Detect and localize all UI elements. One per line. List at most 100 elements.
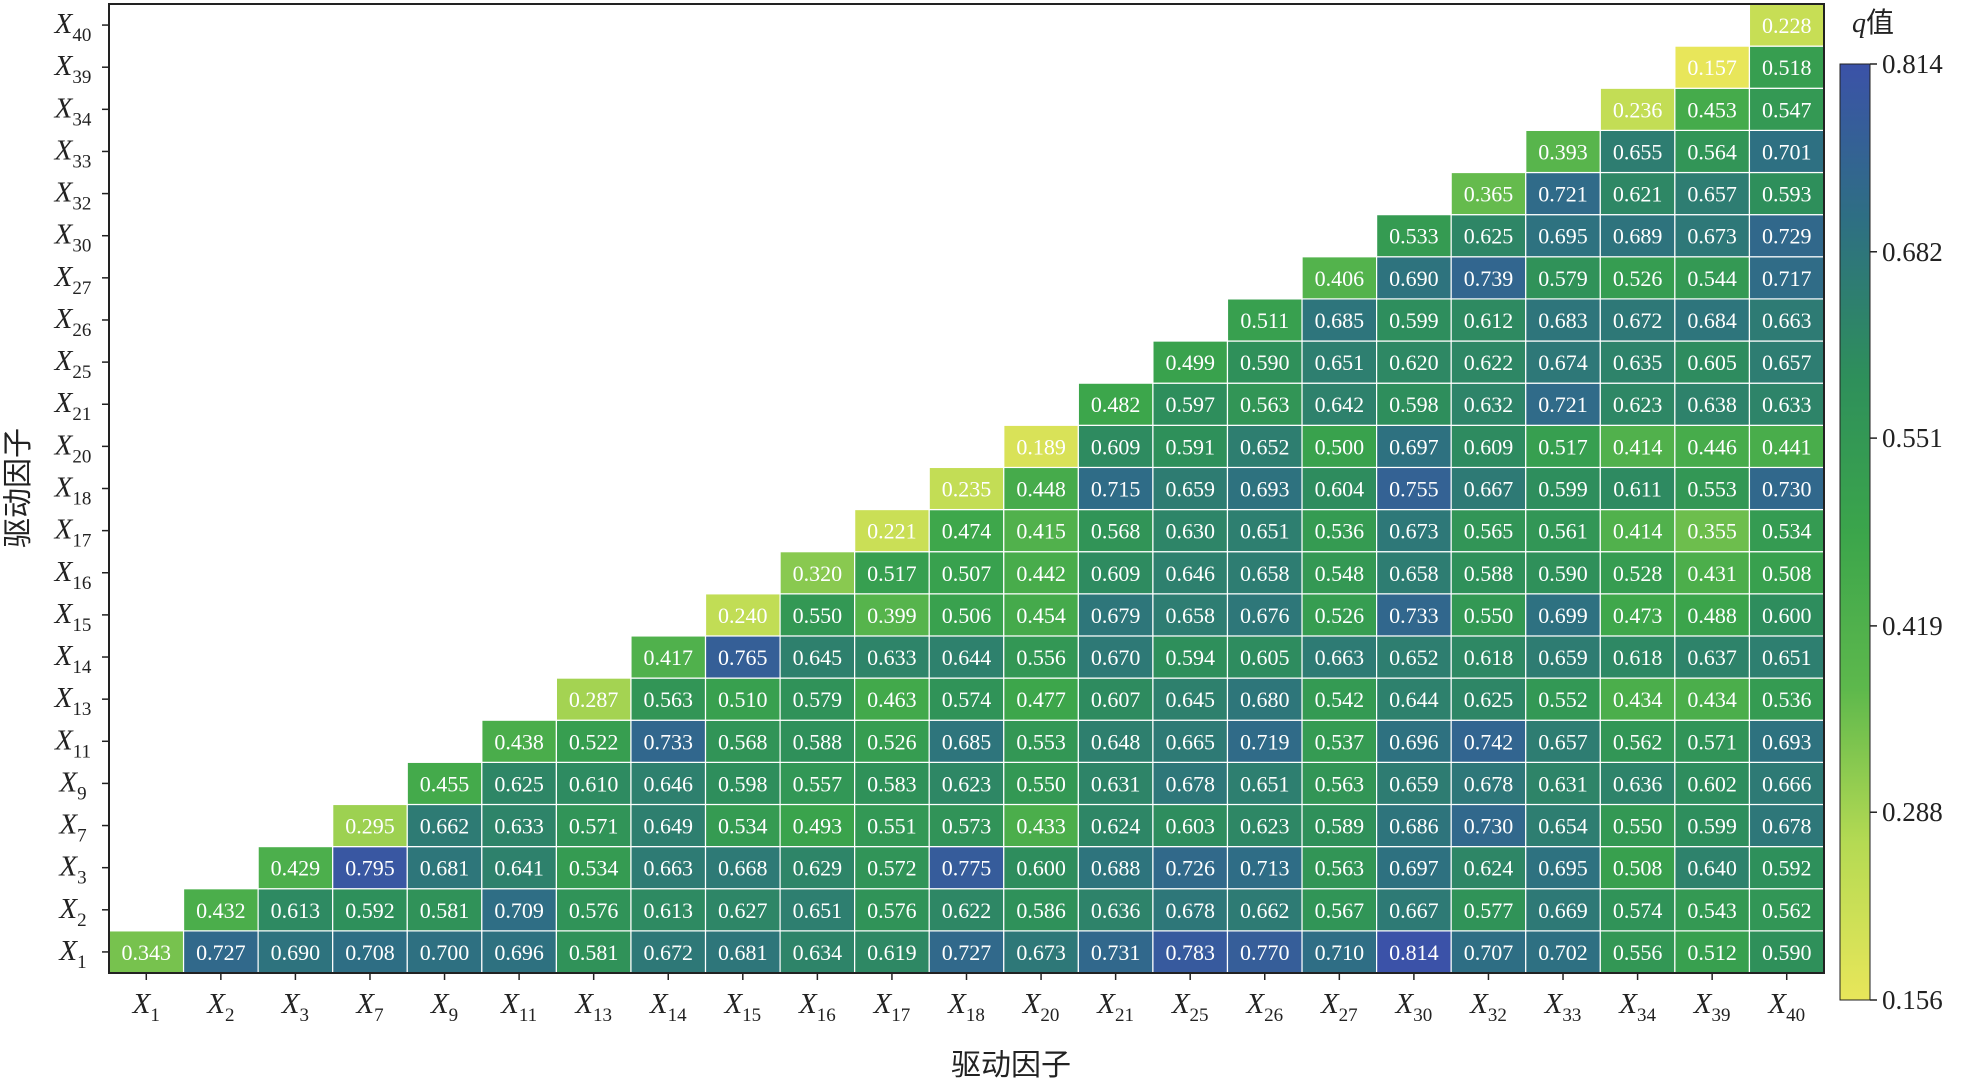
heatmap-cell — [1003, 593, 1079, 637]
cell-value-label: 0.708 — [345, 940, 395, 965]
x-tick-label: X27 — [1320, 988, 1358, 1026]
cell-value-label: 0.455 — [420, 771, 470, 796]
heatmap-cell — [1376, 803, 1452, 848]
cell-value-label: 0.603 — [1165, 814, 1215, 839]
heatmap-cell — [1077, 382, 1154, 426]
cell-value-label: 0.581 — [420, 898, 470, 923]
colorbar-tick-label: 0.814 — [1882, 49, 1943, 79]
cell-value-label: 0.441 — [1762, 434, 1812, 459]
cell-value-label: 0.645 — [1165, 687, 1215, 712]
y-tick-label: X9 — [58, 766, 86, 804]
heatmap-cell — [1599, 803, 1676, 848]
cell-value-label: 0.623 — [1240, 814, 1290, 839]
heatmap-cell — [1674, 340, 1751, 384]
cell-value-label: 0.622 — [942, 898, 992, 923]
heatmap-cell — [481, 930, 557, 974]
cell-value-label: 0.625 — [1464, 687, 1514, 712]
cell-value-label: 0.551 — [867, 814, 917, 839]
cell-value-label: 0.607 — [1091, 687, 1141, 712]
cell-value-label: 0.434 — [1687, 687, 1737, 712]
y-tick-label: X1 — [58, 935, 86, 973]
cell-value-label: 0.568 — [1091, 519, 1141, 544]
heatmap-cell — [1450, 466, 1527, 511]
heatmap-cell — [1301, 340, 1378, 384]
cell-value-label: 0.590 — [1240, 350, 1290, 375]
cell-value-label: 0.713 — [1240, 856, 1290, 881]
heatmap-cell — [1450, 214, 1527, 258]
cell-value-label: 0.576 — [569, 898, 619, 923]
cell-value-label: 0.393 — [1538, 139, 1588, 164]
x-tick-label: X9 — [430, 988, 458, 1026]
cell-value-label: 0.629 — [793, 856, 843, 881]
cell-value-label: 0.695 — [1538, 224, 1588, 249]
cell-value-label: 0.590 — [1538, 561, 1588, 586]
heatmap-cell — [854, 551, 930, 595]
heatmap-cell — [1226, 719, 1303, 763]
heatmap-cell — [1226, 761, 1303, 806]
cell-value-label: 0.814 — [1389, 940, 1439, 965]
y-tick-label: X27 — [54, 261, 92, 299]
cell-value-label: 0.415 — [1016, 519, 1066, 544]
cell-value-label: 0.672 — [643, 940, 693, 965]
cell-value-label: 0.550 — [1016, 771, 1066, 796]
cell-value-label: 0.534 — [1762, 519, 1812, 544]
cell-value-label: 0.678 — [1165, 898, 1215, 923]
cell-value-label: 0.534 — [718, 814, 768, 839]
cell-value-label: 0.685 — [942, 729, 992, 754]
cell-value-label: 0.548 — [1315, 561, 1365, 586]
x-tick-label: X2 — [206, 988, 234, 1026]
heatmap-cell — [1376, 719, 1452, 763]
heatmap-cell — [1376, 593, 1452, 637]
heatmap-cell — [1376, 846, 1452, 890]
cell-value-label: 0.579 — [1538, 266, 1588, 291]
heatmap-cell — [1376, 382, 1452, 426]
heatmap-cell — [1152, 677, 1229, 721]
heatmap-cell — [1226, 424, 1303, 469]
heatmap-cell — [928, 593, 1005, 637]
cell-value-label: 0.562 — [1613, 729, 1663, 754]
heatmap-cell — [1748, 508, 1825, 553]
cell-value-label: 0.670 — [1091, 645, 1141, 670]
cell-value-label: 0.556 — [1016, 645, 1066, 670]
cell-value-label: 0.673 — [1687, 224, 1737, 249]
heatmap-cell — [1748, 761, 1825, 806]
cell-value-label: 0.742 — [1464, 729, 1514, 754]
cell-value-label: 0.641 — [494, 856, 544, 881]
cell-value-label: 0.654 — [1538, 814, 1588, 839]
cell-value-label: 0.690 — [271, 940, 321, 965]
y-tick-label: X40 — [54, 8, 92, 46]
heatmap-cell — [1376, 930, 1452, 974]
heatmap-cell — [1599, 466, 1676, 511]
heatmap-cell — [1152, 340, 1229, 384]
colorbar-tick-label: 0.682 — [1882, 237, 1943, 267]
cell-value-label: 0.688 — [1091, 856, 1141, 881]
heatmap-cell — [704, 635, 781, 679]
heatmap-cell — [1525, 551, 1601, 595]
cell-value-label: 0.668 — [718, 856, 768, 881]
y-axis-label: 驱动因子 — [1, 428, 36, 548]
cell-value-label: 0.550 — [793, 603, 843, 628]
heatmap-cell — [406, 761, 483, 806]
cell-value-label: 0.620 — [1389, 350, 1439, 375]
heatmap-cell — [1226, 551, 1303, 595]
cell-value-label: 0.733 — [643, 729, 693, 754]
heatmap-cell — [1748, 340, 1825, 384]
cell-value-label: 0.699 — [1538, 603, 1588, 628]
cell-value-label: 0.613 — [271, 898, 321, 923]
colorbar-tick-label: 0.288 — [1882, 797, 1943, 827]
cell-value-label: 0.657 — [1538, 729, 1588, 754]
y-tick-label: X39 — [54, 50, 92, 88]
heatmap-cell — [1003, 761, 1079, 806]
cell-value-label: 0.429 — [271, 856, 321, 881]
cell-value-label: 0.695 — [1538, 856, 1588, 881]
cell-value-label: 0.727 — [942, 940, 992, 965]
cell-value-label: 0.221 — [867, 519, 917, 544]
heatmap-cell — [1077, 635, 1154, 679]
heatmap-cell — [1599, 930, 1676, 974]
y-tick-label: X17 — [54, 514, 92, 552]
heatmap-cell — [1077, 508, 1154, 553]
cell-value-label: 0.665 — [1165, 729, 1215, 754]
heatmap-cell — [1674, 719, 1751, 763]
cell-value-label: 0.552 — [1538, 687, 1588, 712]
cell-value-label: 0.589 — [1315, 814, 1365, 839]
